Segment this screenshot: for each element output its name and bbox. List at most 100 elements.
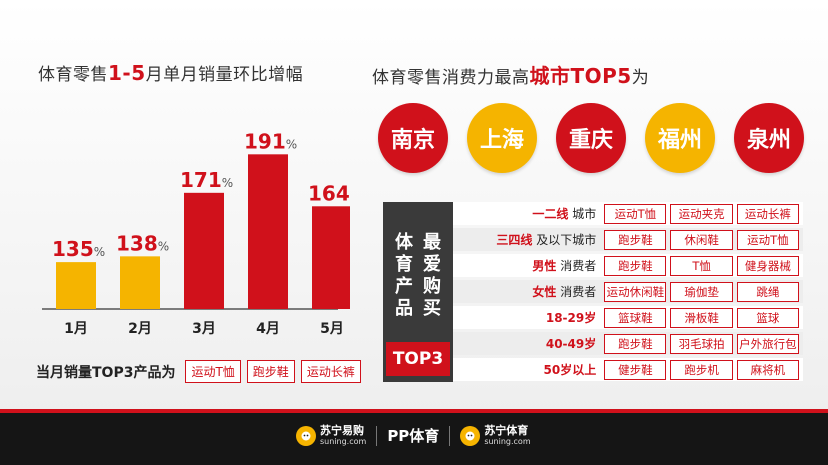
- growth-bar-chart: 135% 1月 138% 2月 171% 3月 191% 4月 164% 5月: [42, 129, 350, 337]
- bar-value-unit: %: [222, 176, 233, 190]
- segment-rest: 50岁以上: [543, 363, 597, 377]
- suning-sports-logo: 苏宁体育 suning.com: [460, 424, 531, 446]
- bar: [248, 154, 288, 309]
- matrix-row: 女性 消费者 运动休闲鞋 瑜伽垫 跳绳: [453, 280, 803, 303]
- product-tag: 休闲鞋: [670, 229, 733, 250]
- footer-divider: [449, 425, 451, 446]
- city-title-prefix: 体育零售消费力最高: [372, 68, 530, 88]
- segment-rest: 40-49岁: [545, 337, 597, 351]
- chart-title-suffix: 月单月销量环比增幅: [145, 65, 304, 85]
- product-tag: 运动夹克: [670, 203, 733, 224]
- matrix-row: 18-29岁 篮球鞋 滑板鞋 篮球: [453, 306, 803, 329]
- side-char: 体: [395, 232, 413, 253]
- segment-label: 女性 消费者: [453, 283, 604, 300]
- segment-label: 男性 消费者: [453, 257, 604, 274]
- chart-title-prefix: 体育零售: [38, 65, 108, 85]
- bar-value-label: 135%: [52, 237, 105, 261]
- bar-value-label: 191%: [244, 129, 297, 153]
- footer-logos: 苏宁易购 suning.com PP体育 苏宁体育 suning.com: [296, 425, 531, 446]
- x-tick-label: 2月: [128, 321, 152, 337]
- product-tag: 跑步机: [670, 359, 733, 380]
- bar-value-label: 164%: [308, 181, 350, 205]
- segment-label: 50岁以上: [453, 361, 604, 378]
- x-tick-label: 4月: [256, 321, 280, 337]
- bar: [312, 206, 350, 309]
- segment-label: 一二线 城市: [453, 205, 604, 222]
- product-tag: 运动休闲鞋: [604, 281, 667, 302]
- lion-icon: [296, 425, 316, 446]
- city-title-highlight: 城市TOP5: [529, 64, 632, 88]
- top3-badge: TOP3: [386, 342, 450, 376]
- product-tag: 篮球: [736, 307, 799, 328]
- segment-key: 三四线: [496, 233, 533, 247]
- matrix-row: 40-49岁 跑步鞋 羽毛球拍 户外旅行包: [453, 332, 803, 355]
- chart-title-highlight: 1-5: [108, 61, 146, 85]
- side-char: 育: [395, 254, 413, 275]
- bar-value-label: 138%: [116, 231, 169, 255]
- suning-logo-sub: suning.com: [320, 437, 367, 446]
- segment-rest: 18-29岁: [545, 311, 597, 325]
- month-top3-tag: 跑步鞋: [246, 360, 295, 383]
- product-tag: 跑步鞋: [604, 229, 667, 250]
- x-tick-label: 5月: [320, 321, 344, 337]
- product-tag: 篮球鞋: [604, 307, 667, 328]
- footer-accent-bar: [0, 409, 828, 413]
- product-tag: 瑜伽垫: [670, 281, 733, 302]
- suning-sports-logo-sub: suning.com: [484, 437, 531, 446]
- segment-rest: 城市: [572, 207, 597, 221]
- product-tag: 运动长裤: [736, 203, 799, 224]
- suning-logo-name: 苏宁易购: [320, 424, 364, 437]
- product-tag: 健步鞋: [604, 359, 667, 380]
- product-tag: 健身器械: [736, 255, 799, 276]
- x-tick-label: 1月: [64, 321, 88, 337]
- side-char: 最: [423, 232, 441, 253]
- side-char: 爱: [423, 254, 441, 275]
- city-top5-list: 南京 上海 重庆 福州 泉州: [378, 103, 804, 173]
- matrix-row: 三四线 及以下城市 跑步鞋 休闲鞋 运动T恤: [453, 228, 803, 251]
- product-tag: 滑板鞋: [670, 307, 733, 328]
- city-section-title: 体育零售消费力最高城市TOP5为: [372, 60, 649, 89]
- side-char: 买: [423, 298, 441, 319]
- city-circle: 泉州: [734, 103, 804, 173]
- segment-rest: 及以下城市: [536, 233, 597, 247]
- segment-key: 男性: [532, 259, 557, 273]
- bar-value-unit: %: [286, 137, 297, 151]
- product-tag: T恤: [670, 255, 733, 276]
- city-circle: 福州: [645, 103, 715, 173]
- x-tick-label: 3月: [192, 321, 216, 337]
- product-tag: 跑步鞋: [604, 333, 667, 354]
- footer-divider: [376, 425, 378, 446]
- matrix-row: 一二线 城市 运动T恤 运动夹克 运动长裤: [453, 202, 803, 225]
- product-tag: 运动T恤: [736, 229, 799, 250]
- bar-value-label: 171%: [180, 168, 233, 192]
- lion-icon: [460, 425, 481, 446]
- city-circle: 上海: [467, 103, 537, 173]
- pp-sports-logo-text: PP体育: [387, 427, 440, 445]
- month-top3-label: 当月销量TOP3产品为: [36, 364, 176, 381]
- bar-value-unit: %: [94, 245, 105, 259]
- pp-sports-logo: PP体育: [387, 425, 439, 446]
- product-tag: 户外旅行包: [736, 333, 799, 354]
- product-tag: 跳绳: [736, 281, 799, 302]
- side-char: 品: [395, 298, 413, 319]
- segment-label: 三四线 及以下城市: [453, 231, 604, 248]
- bar: [56, 262, 96, 309]
- suning-sports-logo-name: 苏宁体育: [484, 424, 529, 437]
- chart-title: 体育零售1-5月单月销量环比增幅: [38, 60, 303, 85]
- city-circle: 南京: [378, 103, 448, 173]
- product-tag: 运动T恤: [604, 203, 667, 224]
- bar: [120, 256, 160, 309]
- segment-key: 女性: [532, 285, 557, 299]
- side-char: 产: [395, 276, 413, 297]
- product-tag: 麻将机: [736, 359, 799, 380]
- segment-rest: 消费者: [560, 259, 597, 273]
- segment-label: 40-49岁: [453, 335, 604, 352]
- favorite-products-matrix: 体 育 产 品 最 爱 购 买 TOP3 一二线 城市 运动T恤 运动夹克 运动…: [383, 202, 803, 383]
- product-tag: 跑步鞋: [604, 255, 667, 276]
- bar: [184, 192, 224, 309]
- side-char: 购: [423, 276, 441, 297]
- suning-logo: 苏宁易购 suning.com: [296, 425, 366, 446]
- brand-footer: 苏宁易购 suning.com PP体育 苏宁体育 suning.com: [0, 409, 828, 465]
- city-circle: 重庆: [556, 103, 626, 173]
- month-top3-row: 当月销量TOP3产品为 运动T恤 跑步鞋 运动长裤: [36, 360, 361, 383]
